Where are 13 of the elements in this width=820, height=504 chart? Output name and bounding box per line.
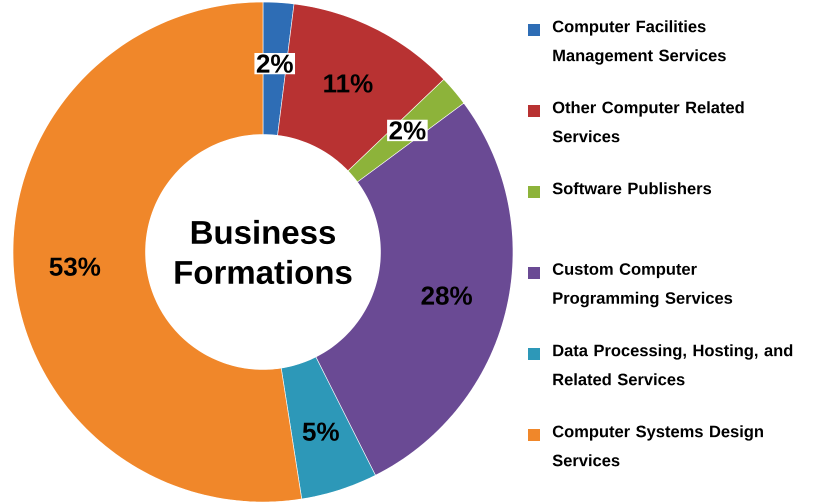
- data-label: 2%: [389, 121, 426, 140]
- data-label: 28%: [422, 286, 472, 305]
- data-label: 11%: [324, 74, 373, 93]
- legend-label: Computer Facilities Management Services: [552, 20, 726, 65]
- text: Business Formations: [175, 220, 352, 284]
- data-label: 5%: [302, 422, 339, 441]
- legend-label: Custom Computer Programming Services: [552, 263, 732, 308]
- legend-label: Other Computer Related Services: [552, 101, 744, 142]
- legend-label: Computer Systems Design Services: [552, 425, 763, 466]
- data-label: 2%: [256, 54, 293, 73]
- legend-label: Software Publishers: [552, 182, 712, 194]
- legend-label: Data Processing, Hosting, and Related Services: [553, 344, 792, 386]
- data-label: 53%: [50, 257, 100, 276]
